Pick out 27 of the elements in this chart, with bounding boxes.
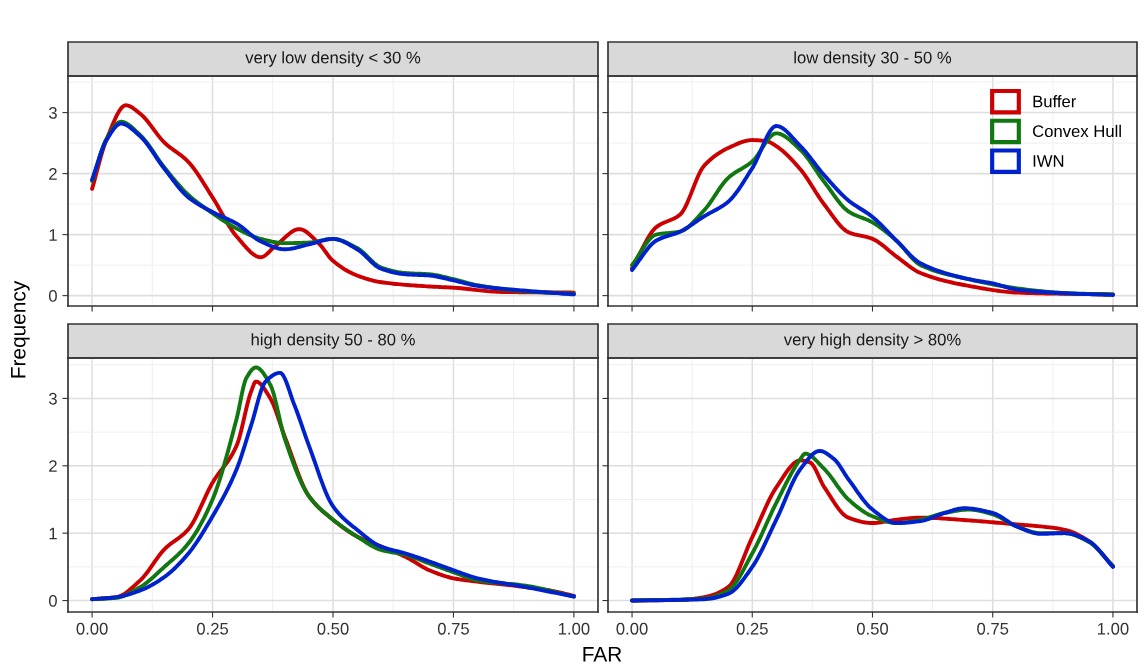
y-tick-label: 0 [48,594,57,607]
x-tick-label: 0.50 [317,622,349,635]
x-tick-label: 0.25 [736,622,768,635]
x-tick-label: 0.00 [76,622,108,635]
y-tick-label: 1 [49,229,57,241]
x-tick-label: 0.50 [856,622,889,635]
y-tick-label: 2 [49,460,57,472]
chart-title: very low density < 30 % [245,51,421,67]
legend-label: Convex Hull [1033,124,1121,138]
y-tick-label: 2 [49,168,57,180]
legend-label: Buffer [1033,95,1077,108]
y-tick-label: 1 [49,527,57,540]
x-tick-label: 0.75 [437,622,469,635]
y-axis-title: Frequency [11,280,30,378]
legend-label: IWN [1033,155,1064,167]
chart-title: low density 30 - 50 % [794,51,952,67]
chart-title: high density 50 - 80 % [251,333,415,349]
y-tick-label: 3 [48,107,57,119]
y-tick-label: 3 [48,392,57,405]
x-tick-label: 0.00 [616,622,648,635]
x-tick-label: 1.00 [1098,622,1129,635]
y-tick-label: 0 [48,290,57,302]
x-tick-label: 1.00 [558,622,590,635]
x-axis-title: FAR [583,647,622,662]
x-tick-label: 0.75 [977,622,1009,635]
x-tick-label: 0.25 [196,622,229,635]
chart-title: very high density > 80% [783,333,961,349]
